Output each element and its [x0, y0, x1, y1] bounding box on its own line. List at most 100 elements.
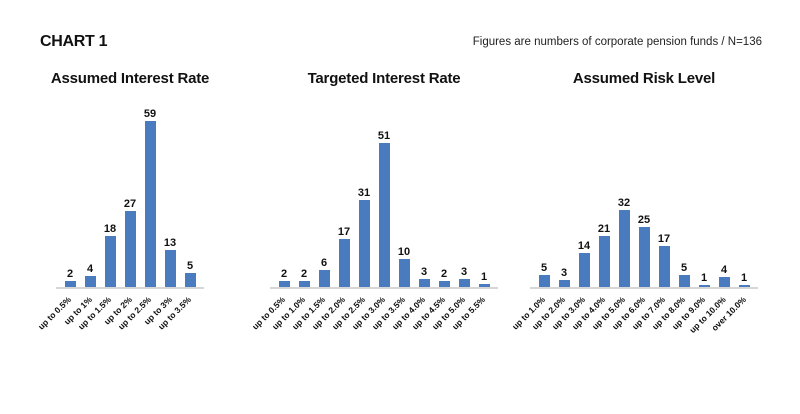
- bar-value-label: 3: [420, 266, 428, 278]
- bar-value-label: 1: [740, 272, 748, 284]
- chart-targeted-interest-rate: Targeted Interest Rate 2 2 6 17 31 51 10 3 2 3 1 u…: [250, 70, 498, 361]
- x-axis-label-slot: up to 5.5%: [450, 289, 494, 361]
- bar-category: 1: [694, 272, 714, 287]
- bar: [438, 281, 450, 287]
- bar-value-label: 18: [103, 223, 117, 235]
- bar: [658, 246, 670, 287]
- bar-value-label: 17: [657, 233, 671, 245]
- chart-assumed-interest-rate: Assumed Interest Rate 2 4 18 27 59 13 5 up to …: [26, 70, 234, 361]
- bar: [184, 273, 196, 287]
- bar-value-label: 21: [597, 223, 611, 235]
- bar-value-label: 10: [397, 246, 411, 258]
- bar-value-label: 4: [720, 264, 728, 276]
- bar-value-label: 5: [680, 262, 688, 274]
- bar-value-label: 1: [700, 272, 708, 284]
- bar-category: 17: [654, 233, 674, 287]
- bar-value-label: 2: [280, 268, 288, 280]
- bar: [618, 210, 630, 287]
- bar-category: 1: [734, 272, 754, 287]
- bar-value-label: 3: [460, 266, 468, 278]
- bar-category: 2: [60, 268, 80, 287]
- bar: [538, 275, 550, 287]
- bar-value-label: 32: [617, 197, 631, 209]
- note-text: Figures are numbers of corporate pension…: [472, 36, 762, 48]
- bar-category: 2: [274, 268, 294, 287]
- bars-row: 2 4 18 27 59 13 5: [56, 92, 204, 289]
- report-title: CHART 1: [40, 33, 108, 50]
- bar-value-label: 6: [320, 257, 328, 269]
- bar: [378, 143, 390, 287]
- bar-value-label: 17: [337, 226, 351, 238]
- bar: [638, 227, 650, 287]
- bar-category: 59: [140, 108, 160, 287]
- bar: [358, 200, 370, 287]
- bar-category: 21: [594, 223, 614, 287]
- bar-value-label: 2: [440, 268, 448, 280]
- bar-category: 27: [120, 198, 140, 287]
- bar-category: 31: [354, 187, 374, 287]
- bar-value-label: 5: [540, 262, 548, 274]
- bar-value-label: 27: [123, 198, 137, 210]
- bar: [164, 250, 176, 287]
- bar-value-label: 14: [577, 240, 591, 252]
- bar-category: 10: [394, 246, 414, 287]
- bar-category: 4: [714, 264, 734, 287]
- bar-category: 4: [80, 263, 100, 287]
- bar: [278, 281, 290, 287]
- bar-value-label: 2: [300, 268, 308, 280]
- bar: [578, 253, 590, 287]
- bar-category: 25: [634, 214, 654, 287]
- bar-category: 3: [554, 267, 574, 287]
- bar: [338, 239, 350, 287]
- bar-category: 6: [314, 257, 334, 287]
- bar-value-label: 59: [143, 108, 157, 120]
- bar: [738, 285, 750, 287]
- bar: [144, 121, 156, 287]
- bar: [84, 276, 96, 287]
- bar: [418, 279, 430, 287]
- bar-value-label: 5: [186, 260, 194, 272]
- chart-title: Assumed Interest Rate: [50, 70, 210, 87]
- bar-category: 5: [674, 262, 694, 287]
- bar: [104, 236, 116, 287]
- bar-category: 5: [180, 260, 200, 287]
- bar-value-label: 1: [480, 271, 488, 283]
- bar: [598, 236, 610, 287]
- bar: [398, 259, 410, 287]
- bar-category: 1: [474, 271, 494, 287]
- x-axis-labels: up to 0.5% up to 1.0% up to 1.5% up to 2.0%…: [250, 289, 498, 361]
- bar-value-label: 3: [560, 267, 568, 279]
- plot-area: 2 2 6 17 31 51 10 3 2 3 1 up to 0.5% up to 1.0% up t…: [250, 92, 498, 361]
- bar: [698, 285, 710, 287]
- bar-category: 17: [334, 226, 354, 287]
- bars-row: 2 2 6 17 31 51 10 3 2 3 1: [270, 92, 498, 289]
- bar-category: 3: [414, 266, 434, 287]
- bar-category: 2: [434, 268, 454, 287]
- plot-area: 2 4 18 27 59 13 5 up to 0.5% up to 1% up to 1.5%…: [36, 92, 204, 361]
- bar: [318, 270, 330, 287]
- x-axis-labels: up to 0.5% up to 1% up to 1.5% up to 2% up t…: [36, 289, 204, 361]
- bar: [718, 277, 730, 287]
- x-axis-label-slot: up to 3.5%: [156, 289, 200, 361]
- bar-category: 3: [454, 266, 474, 287]
- bar: [478, 284, 490, 287]
- bar-value-label: 2: [66, 268, 74, 280]
- bar-value-label: 4: [86, 263, 94, 275]
- bar: [298, 281, 310, 287]
- bar: [64, 281, 76, 287]
- chart-assumed-risk-level: Assumed Risk Level 5 3 14 21 32 25 17 5 1 4 1 up t…: [510, 70, 758, 361]
- charts-row: Assumed Interest Rate 2 4 18 27 59 13 5 up to …: [26, 70, 758, 361]
- bar: [458, 279, 470, 287]
- plot-area: 5 3 14 21 32 25 17 5 1 4 1 up to 1.0% up to 2.0% up …: [510, 92, 758, 361]
- bar: [124, 211, 136, 287]
- bar-category: 51: [374, 130, 394, 287]
- bar: [558, 280, 570, 287]
- bar-category: 2: [294, 268, 314, 287]
- bars-row: 5 3 14 21 32 25 17 5 1 4 1: [530, 92, 758, 289]
- bar-category: 13: [160, 237, 180, 287]
- chart-title: Targeted Interest Rate: [307, 70, 461, 87]
- x-axis-labels: up to 1.0% up to 2.0% up to 3.0% up to 4.0%…: [510, 289, 758, 361]
- bar-category: 5: [534, 262, 554, 287]
- bar-category: 32: [614, 197, 634, 287]
